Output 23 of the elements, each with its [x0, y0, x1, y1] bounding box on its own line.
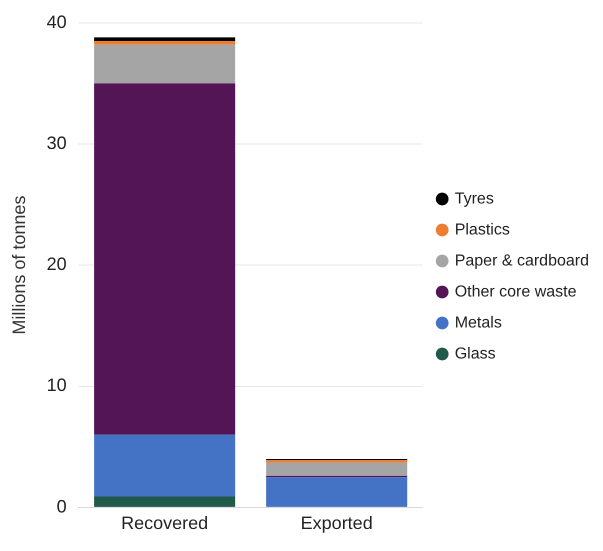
- y-tick-label: 40: [46, 12, 67, 32]
- x-tick-label: Recovered: [121, 513, 208, 534]
- bar: [94, 434, 236, 496]
- legend-label: Plastics: [454, 221, 510, 238]
- bar: [94, 44, 236, 84]
- y-tick-label: 20: [46, 254, 67, 274]
- y-tick-label: 10: [46, 375, 67, 396]
- legend-label: Paper & cardboard: [454, 252, 590, 270]
- bar: [94, 40, 236, 45]
- y-tick-label: 0: [56, 496, 67, 516]
- legend-label: Glass: [454, 345, 496, 362]
- legend-label: Metals: [454, 314, 502, 332]
- bar: [94, 37, 236, 41]
- y-axis-title: Millions of tonnes: [8, 196, 29, 335]
- bar: [266, 462, 408, 476]
- legend-label: Other core waste: [454, 283, 577, 300]
- legend-label: Tyres: [454, 190, 494, 208]
- bar: [266, 460, 408, 463]
- bar: [94, 83, 236, 435]
- bar: [94, 496, 236, 507]
- y-tick-label: 30: [46, 132, 67, 153]
- x-tick-label: Exported: [300, 513, 373, 534]
- bar: [266, 477, 408, 507]
